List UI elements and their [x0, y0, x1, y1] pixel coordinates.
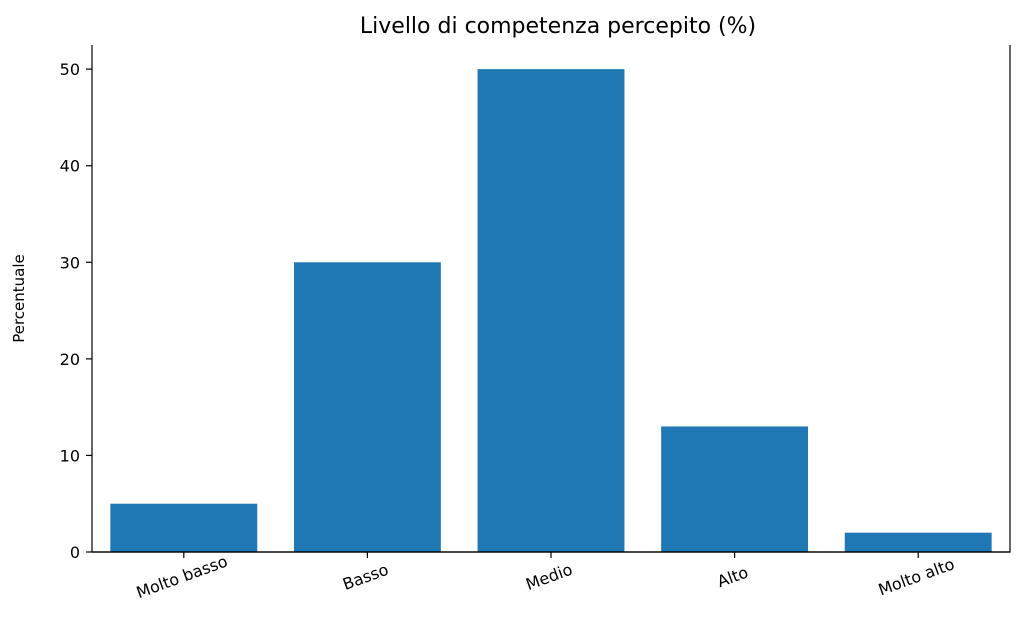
- x-tick-label: Medio: [523, 560, 575, 594]
- x-tick-label: Molto alto: [876, 554, 957, 599]
- y-axis-label: Percentuale: [10, 254, 28, 343]
- bar-molto-basso: [110, 503, 258, 552]
- y-tick-label: 30: [60, 253, 80, 272]
- x-axis-ticks: Molto basso Basso Medio Alto Molto alto: [134, 552, 957, 603]
- bar-basso: [293, 262, 441, 552]
- x-tick-label: Alto: [715, 563, 751, 592]
- x-tick-label: Molto basso: [134, 552, 230, 603]
- plot-area: [91, 44, 1011, 553]
- x-tick-label: Basso: [340, 560, 391, 594]
- y-tick-label: 20: [60, 350, 80, 369]
- chart-title: Livello di competenza percepito (%): [360, 14, 756, 39]
- bar-molto-alto: [844, 532, 992, 552]
- y-axis-ticks: 0 10 20 30 40 50: [60, 60, 92, 562]
- bar-alto: [661, 426, 809, 552]
- bar-medio: [477, 69, 625, 552]
- y-tick-label: 10: [60, 446, 80, 465]
- y-tick-label: 50: [60, 60, 80, 79]
- y-tick-label: 40: [60, 157, 80, 176]
- y-tick-label: 0: [70, 543, 80, 562]
